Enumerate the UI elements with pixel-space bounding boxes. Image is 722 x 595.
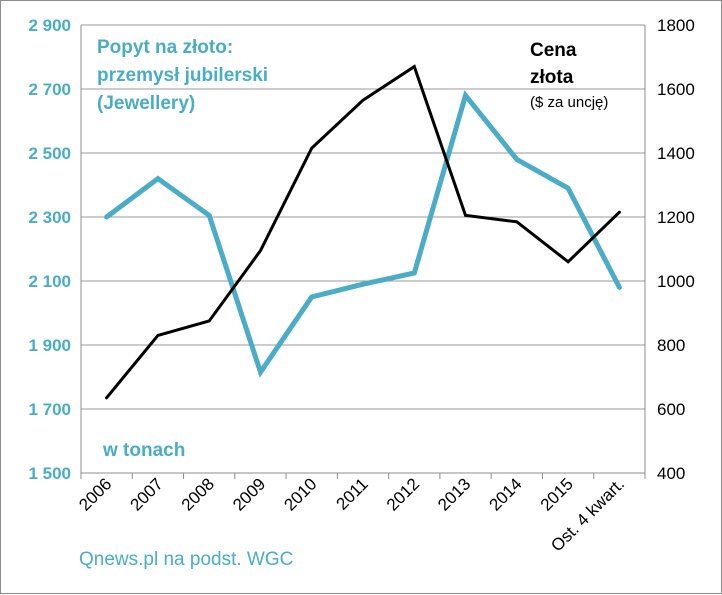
left-series-title: Popyt na złoto: przemysł jubilerski (Jew… xyxy=(97,37,268,114)
right-tick-label: 1400 xyxy=(657,144,695,163)
left-tick-label: 2 300 xyxy=(28,208,71,227)
left-title-line-1: Popyt na złoto: xyxy=(97,37,233,58)
x-tick-label: 2015 xyxy=(537,474,577,514)
x-tick-label: 2014 xyxy=(485,474,525,514)
left-tick-label: 1 700 xyxy=(28,400,71,419)
gold-price-line xyxy=(105,64,621,400)
right-tick-label: 1000 xyxy=(657,272,695,291)
left-tick-label: 2 500 xyxy=(28,144,71,163)
jewellery-demand-line xyxy=(104,90,622,378)
x-tick-label: 2011 xyxy=(333,474,372,513)
right-tick-label: 800 xyxy=(657,336,685,355)
left-title-line-3: (Jewellery) xyxy=(97,93,195,114)
x-tick-label: 2013 xyxy=(434,474,474,514)
right-tick-label: 1800 xyxy=(657,16,695,35)
left-tick-label: 2 700 xyxy=(28,80,71,99)
left-axis-ticks: 1 500 1 700 1 900 2 100 2 300 2 500 2 700 2 900 xyxy=(28,16,71,483)
source-label: Qnews.pl na podst. WGC xyxy=(79,549,293,570)
units-label: w tonach xyxy=(102,440,185,461)
x-tick-label: 2008 xyxy=(178,474,218,514)
right-subtitle: ($ za uncję) xyxy=(530,94,608,111)
left-tick-label: 1 900 xyxy=(28,336,71,355)
series-lines xyxy=(104,64,622,400)
right-tick-label: 1600 xyxy=(657,80,695,99)
right-tick-label: 1200 xyxy=(657,208,695,227)
axes xyxy=(80,25,646,479)
left-tick-label: 2 900 xyxy=(28,16,71,35)
right-title-line-2: złota xyxy=(530,67,574,88)
x-tick-label: 2010 xyxy=(280,474,320,514)
x-tick-label: 2007 xyxy=(127,474,167,514)
right-series-title: Cena złota ($ za uncję) xyxy=(530,40,608,111)
left-tick-label: 1 500 xyxy=(28,464,71,483)
x-tick-label: 2009 xyxy=(229,474,269,514)
gridlines xyxy=(81,24,645,474)
right-axis-ticks: 400 600 800 1000 1200 1400 1600 1800 xyxy=(657,16,695,483)
right-tick-label: 600 xyxy=(657,400,685,419)
x-tick-label: 2006 xyxy=(75,474,115,514)
x-axis-ticks: 2006 2007 2008 2009 2010 2011 2012 2013 2014 2015… xyxy=(75,474,628,555)
right-title-line-1: Cena xyxy=(530,40,577,61)
right-tick-label: 400 xyxy=(657,464,685,483)
left-tick-label: 2 100 xyxy=(28,272,71,291)
left-title-line-2: przemysł jubilerski xyxy=(97,65,268,86)
x-tick-label: 2012 xyxy=(383,474,423,514)
